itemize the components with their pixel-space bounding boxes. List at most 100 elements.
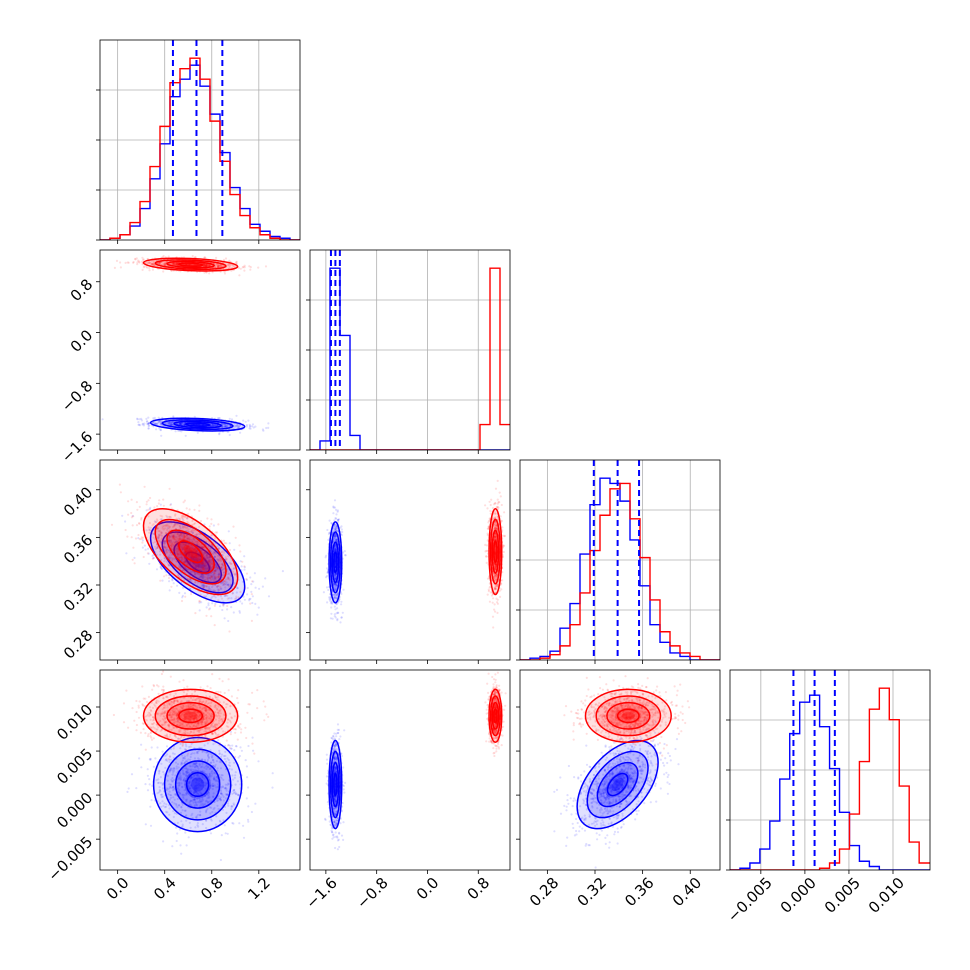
scatter-point xyxy=(179,556,182,559)
scatter-point xyxy=(238,610,241,613)
scatter-point xyxy=(125,552,128,555)
scatter-point xyxy=(220,566,223,569)
scatter-point xyxy=(172,544,176,547)
scatter-point xyxy=(333,539,336,542)
scatter-point xyxy=(172,535,175,538)
scatter-point xyxy=(239,560,242,563)
scatter-point xyxy=(216,424,219,427)
scatter-point xyxy=(187,550,190,553)
scatter-point xyxy=(156,527,159,530)
scatter-point xyxy=(202,568,205,571)
scatter-point xyxy=(335,597,338,600)
scatter-point xyxy=(190,551,193,554)
scatter-point xyxy=(179,543,182,547)
scatter-point xyxy=(174,263,177,266)
scatter-point xyxy=(132,260,135,264)
scatter-point xyxy=(156,535,159,539)
scatter-point xyxy=(194,547,197,550)
scatter-point xyxy=(203,584,206,587)
scatter-point xyxy=(213,624,216,627)
scatter-point xyxy=(213,576,216,579)
scatter-point xyxy=(202,263,205,266)
scatter-point xyxy=(491,601,494,604)
scatter-point xyxy=(248,423,251,426)
scatter-point xyxy=(201,566,204,569)
scatter-point xyxy=(172,535,175,538)
scatter-point xyxy=(190,530,193,533)
scatter-point xyxy=(163,536,166,539)
scatter-point xyxy=(334,584,337,587)
scatter-point xyxy=(168,539,171,542)
scatter-point xyxy=(228,433,231,437)
scatter-point xyxy=(186,546,189,549)
scatter-point xyxy=(185,516,188,520)
scatter-point xyxy=(165,574,168,577)
scatter-point xyxy=(159,566,162,569)
scatter-point xyxy=(156,546,159,550)
scatter-point xyxy=(206,569,209,572)
scatter-point xyxy=(164,262,167,265)
scatter-point xyxy=(175,517,178,520)
scatter-point xyxy=(168,535,171,538)
scatter-point xyxy=(219,263,222,266)
scatter-point xyxy=(173,262,176,265)
scatter-point xyxy=(163,263,166,266)
scatter-point xyxy=(148,508,151,511)
scatter-point xyxy=(183,533,186,536)
scatter-point xyxy=(488,500,491,503)
scatter-point xyxy=(137,423,140,426)
scatter-point xyxy=(324,556,327,559)
scatter-point xyxy=(172,549,176,552)
scatter-point xyxy=(159,420,162,423)
scatter-point xyxy=(163,560,166,563)
scatter-point xyxy=(200,573,203,576)
scatter-point xyxy=(176,553,179,556)
scatter-point xyxy=(161,527,164,530)
scatter-point xyxy=(218,433,221,436)
scatter-point xyxy=(331,617,334,620)
scatter-point xyxy=(203,561,207,564)
scatter-point xyxy=(207,576,210,579)
scatter-point xyxy=(166,527,169,530)
scatter-point xyxy=(178,518,182,521)
scatter-point xyxy=(165,260,168,263)
scatter-point xyxy=(333,537,337,540)
scatter-point xyxy=(158,427,161,430)
scatter-point xyxy=(333,535,337,538)
scatter-point xyxy=(204,579,207,582)
scatter-point xyxy=(188,539,191,542)
scatter-point xyxy=(186,563,189,566)
scatter-point xyxy=(158,530,161,533)
scatter-point xyxy=(331,590,334,593)
scatter-point xyxy=(334,583,337,586)
histogram-red xyxy=(310,267,510,450)
scatter-point xyxy=(217,566,220,570)
scatter-point xyxy=(190,550,193,553)
scatter-point xyxy=(192,566,196,569)
scatter-point xyxy=(200,568,203,571)
scatter-point xyxy=(192,564,195,567)
scatter-point xyxy=(193,549,196,552)
scatter-point xyxy=(151,261,154,265)
scatter-point xyxy=(164,540,167,543)
scatter-point xyxy=(184,566,187,570)
scatter-point xyxy=(328,596,331,599)
scatter-point xyxy=(182,534,185,537)
scatter-point xyxy=(134,257,137,260)
scatter-point xyxy=(176,578,179,581)
scatter-point xyxy=(205,264,208,267)
scatter-point xyxy=(224,586,227,589)
scatter-point xyxy=(217,264,220,267)
scatter-point xyxy=(334,588,337,592)
scatter-point xyxy=(334,558,337,561)
scatter-point xyxy=(192,561,195,565)
scatter-point xyxy=(191,555,194,558)
scatter-point xyxy=(194,423,197,426)
scatter-point xyxy=(188,547,191,550)
scatter-point xyxy=(119,266,122,269)
contour-line xyxy=(329,531,341,594)
scatter-point xyxy=(132,261,135,264)
scatter-point xyxy=(229,583,232,586)
scatter-point xyxy=(164,422,167,425)
